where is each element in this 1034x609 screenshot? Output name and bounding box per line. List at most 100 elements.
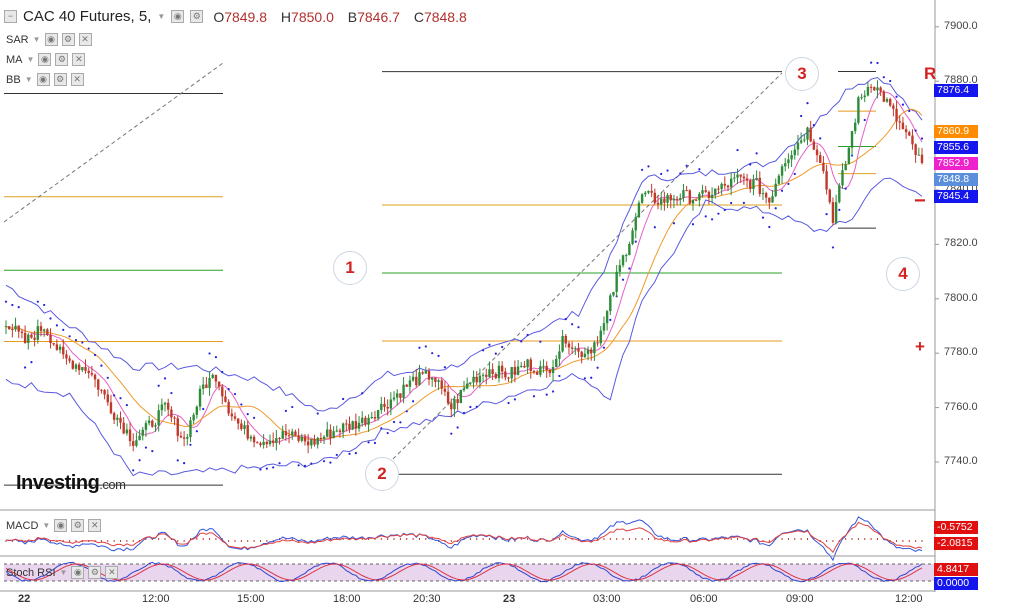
candle-body [834,202,838,223]
candle-body [688,190,692,204]
low-value: 7846.7 [357,8,400,25]
sar-dot [704,215,707,218]
candle-body [764,193,768,198]
sar-dot [545,393,548,396]
settings-icon[interactable]: ⚙ [61,33,75,46]
close-icon[interactable]: ✕ [70,73,84,86]
candle-body [583,353,587,358]
candle-body [211,374,214,378]
candle-body [644,192,647,195]
sar-dot [291,405,294,409]
settings-icon[interactable]: ⚙ [53,73,67,86]
settings-icon[interactable]: ⚙ [190,10,204,23]
visibility-icon[interactable]: ◉ [38,53,52,66]
macd-badge: -2.0815 [934,537,978,550]
close-icon[interactable]: ✕ [78,33,92,46]
sar-dot [49,317,52,320]
candle-body [281,431,284,439]
zoom-in-button[interactable]: + [915,337,925,356]
wave-label-2[interactable]: 2 [365,457,399,491]
chevron-down-icon[interactable]: ▼ [26,55,35,64]
candle-body [564,335,567,344]
candle-body [736,174,739,178]
candle-body [526,359,529,368]
candle-body [704,190,707,192]
wave-label-1[interactable]: 1 [333,251,367,285]
sar-dot [437,354,440,357]
settings-icon[interactable]: ⚙ [55,53,69,66]
sar-dot [838,208,841,211]
candle-body [303,436,307,442]
candle-body [691,199,695,204]
visibility-icon[interactable]: ◉ [44,33,58,46]
close-icon[interactable]: ✕ [72,53,86,66]
chevron-down-icon[interactable]: ▼ [24,75,33,84]
zoom-out-button[interactable]: − [914,190,926,212]
candle-body [402,384,405,398]
wave-label-3[interactable]: 3 [785,57,819,91]
price-tick-label: 7880.0 [944,74,978,87]
candle-body [532,370,536,372]
candle-body [437,380,440,382]
sar-dot [755,152,758,155]
candle-body [233,416,237,419]
candle-body [430,377,434,380]
sar-dot [488,343,491,346]
indicator-row-stoch-rsi[interactable]: Stoch RSI ▼ ◉ ⚙ ✕ [6,566,119,579]
sar-dot [392,420,396,424]
symbol-title[interactable]: CAC 40 Futures, 5, [23,8,152,25]
visibility-icon[interactable]: ◉ [54,519,68,532]
price-tick-label: 7760.0 [944,400,978,413]
sar-dot [11,303,14,307]
parabolic-sar [4,61,924,472]
indicator-row-sar[interactable]: SAR ▼ ◉ ⚙ ✕ [6,33,92,46]
candle-body [650,190,653,193]
candle-body [793,149,796,156]
candle-body [58,346,62,350]
settings-icon[interactable]: ⚙ [71,519,85,532]
wave-label-4[interactable]: 4 [886,257,920,291]
visibility-icon[interactable]: ◉ [36,73,50,86]
chevron-down-icon[interactable]: ▼ [157,12,166,21]
collapse-icon[interactable]: − [4,10,17,23]
candle-body [857,97,860,123]
sar-dot [176,459,179,462]
candle-body [284,431,288,436]
indicator-row-bb[interactable]: BB ▼ ◉ ⚙ ✕ [6,73,84,86]
candle-body [275,438,278,443]
candle-body [758,177,761,194]
close-icon[interactable]: ✕ [88,519,102,532]
candle-body [863,95,866,98]
candle-body [510,367,513,379]
sar-dot [93,353,97,357]
sar-dot [647,165,650,168]
candle-body [265,441,269,445]
chevron-down-icon[interactable]: ▼ [59,568,68,577]
indicator-row-macd[interactable]: MACD ▼ ◉ ⚙ ✕ [6,519,102,532]
candle-body [93,374,97,380]
price-badge: 7848.8 [934,173,978,186]
candle-body [539,366,542,375]
candle-body [637,202,641,218]
candle-body [450,403,453,410]
chevron-down-icon[interactable]: ▼ [32,35,41,44]
indicator-row-ma[interactable]: MA ▼ ◉ ⚙ ✕ [6,53,86,66]
sar-dot [768,225,771,229]
candle-body [221,386,224,397]
candle-body [434,377,437,382]
candle-body [399,393,402,398]
close-icon[interactable]: ✕ [105,566,119,579]
visibility-icon[interactable]: ◉ [71,566,85,579]
sar-dot [386,431,389,435]
sar-dot [806,102,809,105]
candle-body [84,367,87,371]
sar-dot [303,464,307,467]
candle-body [545,365,548,371]
candle-body [415,376,418,386]
settings-icon[interactable]: ⚙ [88,566,102,579]
visibility-icon[interactable]: ◉ [171,10,185,23]
side-button-r[interactable]: R [924,64,937,83]
chevron-down-icon[interactable]: ▼ [42,521,51,530]
sar-dot [685,164,688,167]
